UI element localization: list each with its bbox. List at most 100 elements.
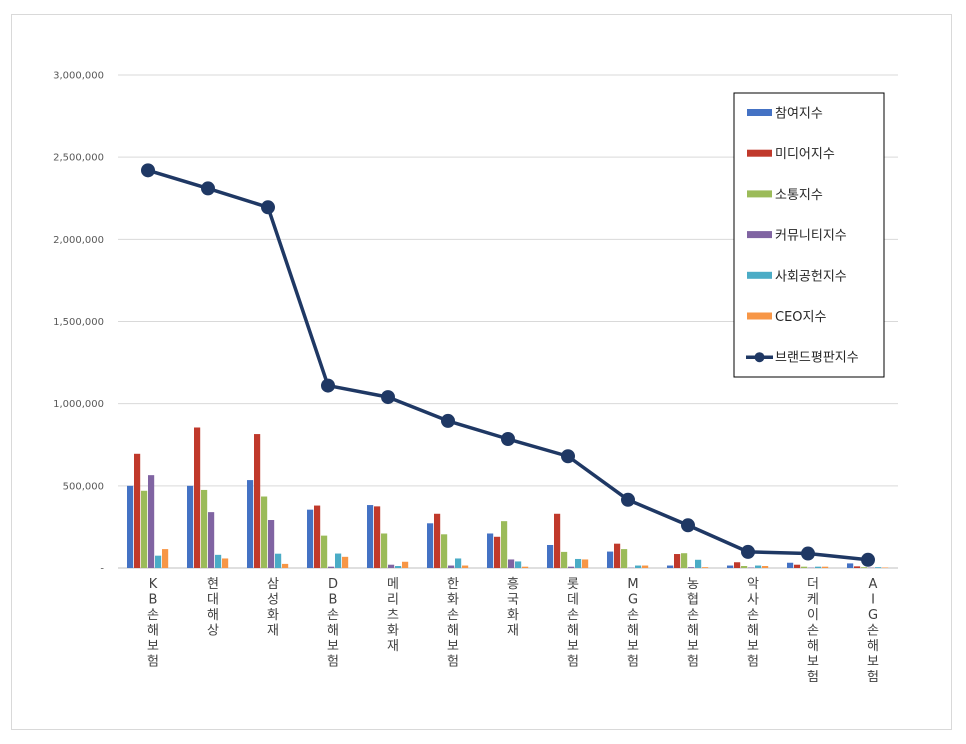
bar-CEO지수 xyxy=(522,566,529,568)
bar-소통지수 xyxy=(741,566,748,568)
bar-사회공헌지수 xyxy=(455,558,462,568)
legend-swatch xyxy=(747,312,772,320)
bar-소통지수 xyxy=(201,489,208,568)
bar-소통지수 xyxy=(321,535,328,568)
bar-사회공헌지수 xyxy=(875,567,882,568)
bar-참여지수 xyxy=(427,523,434,568)
bar-사회공헌지수 xyxy=(395,566,402,568)
bar-CEO지수 xyxy=(462,565,469,568)
bar-소통지수 xyxy=(381,533,388,568)
legend-label: CEO지수 xyxy=(775,310,826,325)
bar-미디어지수 xyxy=(794,564,801,568)
point-브랜드평판지수 xyxy=(201,181,215,196)
bar-커뮤니티지수 xyxy=(388,564,395,568)
bar-참여지수 xyxy=(787,562,794,568)
point-브랜드평판지수 xyxy=(681,518,695,533)
bar-커뮤니티지수 xyxy=(268,520,275,568)
bar-미디어지수 xyxy=(254,434,261,568)
point-브랜드평판지수 xyxy=(141,163,155,178)
y-tick-label: 500,000 xyxy=(63,481,104,492)
bar-CEO지수 xyxy=(342,556,349,568)
point-브랜드평판지수 xyxy=(801,546,815,561)
legend-swatch-marker xyxy=(754,352,765,363)
bar-미디어지수 xyxy=(194,427,201,568)
bar-CEO지수 xyxy=(162,549,169,568)
bar-참여지수 xyxy=(307,509,314,568)
legend-label: 참여지수 xyxy=(775,107,823,122)
bar-CEO지수 xyxy=(582,559,589,568)
bar-참여지수 xyxy=(727,565,734,568)
bar-커뮤니티지수 xyxy=(148,475,155,568)
bar-커뮤니티지수 xyxy=(208,512,215,568)
point-브랜드평판지수 xyxy=(741,544,755,559)
legend-label: 브랜드평판지수 xyxy=(775,351,859,366)
bar-CEO지수 xyxy=(762,566,769,568)
bar-사회공헌지수 xyxy=(515,561,522,568)
point-브랜드평판지수 xyxy=(861,552,875,567)
bar-참여지수 xyxy=(187,485,194,568)
legend-label: 사회공헌지수 xyxy=(775,269,847,284)
bar-참여지수 xyxy=(487,533,494,568)
point-브랜드평판지수 xyxy=(561,449,575,464)
bar-CEO지수 xyxy=(822,566,829,568)
bar-커뮤니티지수 xyxy=(568,566,575,568)
point-브랜드평판지수 xyxy=(261,200,275,215)
bar-참여지수 xyxy=(547,544,554,568)
bar-사회공헌지수 xyxy=(695,559,702,568)
bar-미디어지수 xyxy=(494,536,501,568)
point-브랜드평판지수 xyxy=(441,413,455,428)
bar-소통지수 xyxy=(561,551,568,568)
bar-CEO지수 xyxy=(702,567,709,568)
bar-참여지수 xyxy=(607,551,614,568)
bar-미디어지수 xyxy=(854,566,861,568)
bar-참여지수 xyxy=(367,505,374,568)
bar-사회공헌지수 xyxy=(155,555,162,568)
legend-swatch xyxy=(747,109,772,116)
bar-CEO지수 xyxy=(222,558,229,568)
bar-사회공헌지수 xyxy=(275,553,282,568)
bar-소통지수 xyxy=(441,534,448,568)
y-tick-label: 2,000,000 xyxy=(53,235,104,246)
bar-사회공헌지수 xyxy=(335,553,342,568)
bar-소통지수 xyxy=(261,496,268,568)
legend-swatch xyxy=(747,271,772,279)
bar-사회공헌지수 xyxy=(755,565,762,568)
bar-소통지수 xyxy=(861,567,868,568)
legend-swatch xyxy=(747,149,772,157)
bar-소통지수 xyxy=(801,566,808,568)
point-브랜드평판지수 xyxy=(321,378,335,393)
bar-미디어지수 xyxy=(374,506,381,568)
legend-swatch xyxy=(747,190,772,198)
chart-frame xyxy=(11,14,952,730)
bar-소통지수 xyxy=(141,490,148,568)
bar-미디어지수 xyxy=(134,453,141,568)
legend-swatch xyxy=(747,231,772,239)
bar-참여지수 xyxy=(247,480,254,568)
bar-소통지수 xyxy=(621,549,628,568)
bar-미디어지수 xyxy=(314,505,321,568)
legend-label: 미디어지수 xyxy=(775,147,835,162)
bar-미디어지수 xyxy=(614,543,621,568)
legend-label: 커뮤니티지수 xyxy=(775,229,847,244)
bar-참여지수 xyxy=(667,565,674,568)
bar-소통지수 xyxy=(681,553,688,568)
y-tick-label: 1,000,000 xyxy=(53,399,104,410)
bar-사회공헌지수 xyxy=(215,554,222,568)
bar-CEO지수 xyxy=(402,561,409,568)
y-tick-label: 2,500,000 xyxy=(53,153,104,164)
bar-참여지수 xyxy=(847,563,854,568)
y-tick-label: 3,000,000 xyxy=(53,71,104,82)
bar-미디어지수 xyxy=(554,513,561,568)
bar-사회공헌지수 xyxy=(635,565,642,568)
bar-미디어지수 xyxy=(434,513,441,568)
